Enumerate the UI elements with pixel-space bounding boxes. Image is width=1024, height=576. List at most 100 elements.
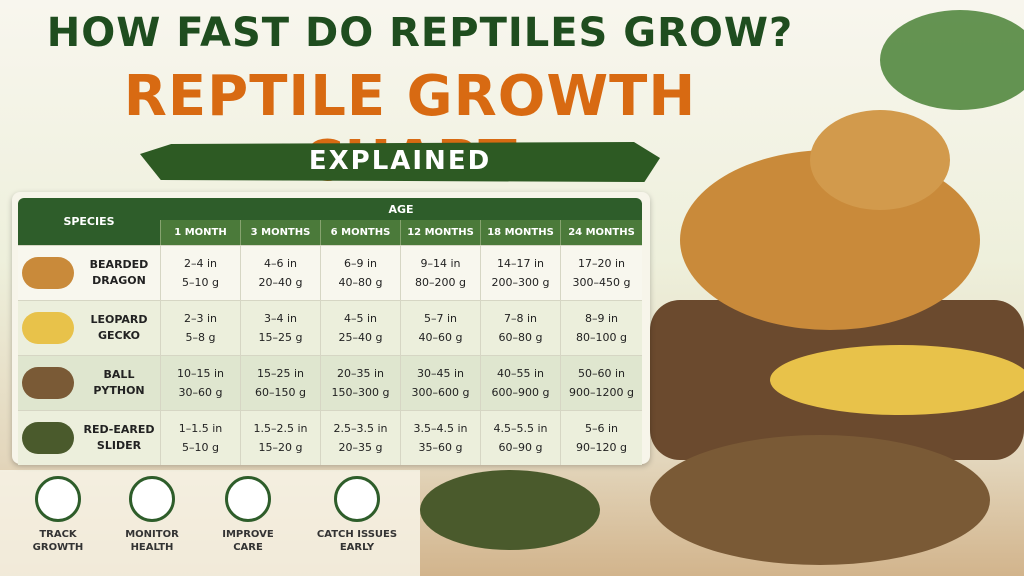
cell-line: 4–6 in xyxy=(263,256,298,270)
species-name-line: DRAGON xyxy=(92,273,146,287)
cell-line: 30–60 g xyxy=(178,385,223,399)
cell-line: 300–600 g xyxy=(411,385,470,399)
species-icon xyxy=(22,257,74,289)
cell-line: 14–17 in xyxy=(496,256,545,270)
table-cell: 1.5–2.5 in 15–20 g xyxy=(240,410,320,465)
cell-line: 2–4 in xyxy=(183,256,218,270)
table-cell: 14–17 in 200–300 g xyxy=(480,245,560,300)
species-name: BALL PYTHON xyxy=(78,355,160,410)
turtle xyxy=(420,470,600,550)
species-name-line: BEARDED xyxy=(89,257,149,271)
cell-line: 600–900 g xyxy=(491,385,550,399)
species-name-line: RED-EARED xyxy=(83,422,155,436)
table-cell: 8–9 in 80–100 g xyxy=(560,300,642,355)
table-cell: 4–6 in 20–40 g xyxy=(240,245,320,300)
feature-label: TRACK xyxy=(39,529,77,540)
subtitle: EXPLAINED xyxy=(308,146,492,176)
age-label: 18 MONTHS xyxy=(480,220,560,245)
species-icon xyxy=(22,367,74,399)
species-header: SPECIES xyxy=(18,198,160,245)
feature-label: CATCH ISSUES xyxy=(316,529,398,540)
cell-line: 80–200 g xyxy=(415,275,466,289)
table-cell: 50–60 in 900–1200 g xyxy=(560,355,642,410)
table-cell: 2–3 in 5–8 g xyxy=(160,300,240,355)
table-cell: 6–9 in 40–80 g xyxy=(320,245,400,300)
cell-line: 25–40 g xyxy=(338,330,383,344)
feature-label: EARLY xyxy=(339,542,375,553)
table-cell: 40–55 in 600–900 g xyxy=(480,355,560,410)
table-cell: 2.5–3.5 in 20–35 g xyxy=(320,410,400,465)
table-row xyxy=(18,245,642,300)
table-cell: 1–1.5 in 5–10 g xyxy=(160,410,240,465)
table-cell: 3.5–4.5 in 35–60 g xyxy=(400,410,480,465)
feature-icon xyxy=(225,476,271,522)
cell-line: 150–300 g xyxy=(331,385,390,399)
cell-line: 9–14 in xyxy=(420,256,461,270)
species-name: RED-EARED SLIDER xyxy=(78,410,160,465)
species-icon xyxy=(22,312,74,344)
feature-label: GROWTH xyxy=(32,542,84,553)
table-row xyxy=(18,410,642,465)
cell-line: 2.5–3.5 in xyxy=(333,421,388,435)
table-cell: 17–20 in 300–450 g xyxy=(560,245,642,300)
dragon-head xyxy=(810,110,950,210)
feature: MONITOR HEALTH xyxy=(112,476,192,554)
species-name-line: SLIDER xyxy=(96,438,142,452)
age-header: AGE xyxy=(160,198,642,220)
cell-line: 60–150 g xyxy=(255,385,306,399)
cell-line: 60–90 g xyxy=(498,440,543,454)
table-cell: 20–35 in 150–300 g xyxy=(320,355,400,410)
cell-line: 10–15 in xyxy=(176,366,225,380)
cell-line: 5–8 g xyxy=(185,330,216,344)
cell-line: 7–8 in xyxy=(503,311,538,325)
feature-label: MONITOR xyxy=(125,529,179,540)
age-label: 12 MONTHS xyxy=(400,220,480,245)
cell-line: 40–80 g xyxy=(338,275,383,289)
cell-line: 17–20 in xyxy=(577,256,626,270)
feature-icon xyxy=(129,476,175,522)
cell-line: 20–35 g xyxy=(338,440,383,454)
cell-line: 300–450 g xyxy=(572,275,631,289)
table-row xyxy=(18,355,642,410)
age-label: 3 MONTHS xyxy=(240,220,320,245)
table-cell: 10–15 in 30–60 g xyxy=(160,355,240,410)
feature: IMPROVE CARE xyxy=(208,476,288,554)
feature: TRACK GROWTH xyxy=(18,476,98,554)
table-cell: 30–45 in 300–600 g xyxy=(400,355,480,410)
cell-line: 20–40 g xyxy=(258,275,303,289)
growth-table: SPECIES AGE 1 MONTH 3 MONTHS 6 MONTHS 12 MONT… xyxy=(12,192,650,465)
table-cell: 5–7 in 40–60 g xyxy=(400,300,480,355)
cell-line: 90–120 g xyxy=(576,440,627,454)
leopard-gecko xyxy=(770,345,1024,415)
feature-icon xyxy=(334,476,380,522)
feature-label: IMPROVE xyxy=(222,529,274,540)
cell-line: 900–1200 g xyxy=(569,385,634,399)
table-cell: 15–25 in 60–150 g xyxy=(240,355,320,410)
species-name-line: PYTHON xyxy=(93,383,145,397)
cell-line: 15–25 g xyxy=(258,330,303,344)
cell-line: 200–300 g xyxy=(491,275,550,289)
species-name-line: BALL xyxy=(103,367,135,381)
feature-icon xyxy=(35,476,81,522)
age-label: 1 MONTH xyxy=(160,220,240,245)
cell-line: 4.5–5.5 in xyxy=(493,421,548,435)
cell-line: 15–25 in xyxy=(256,366,305,380)
table-cell: 3–4 in 15–25 g xyxy=(240,300,320,355)
cell-line: 1.5–2.5 in xyxy=(253,421,308,435)
cell-line: 5–6 in xyxy=(584,421,619,435)
cell-line: 5–10 g xyxy=(182,440,219,454)
cell-line: 30–45 in xyxy=(416,366,465,380)
cell-line: 80–100 g xyxy=(576,330,627,344)
cell-line: 60–80 g xyxy=(498,330,543,344)
age-label: 24 MONTHS xyxy=(560,220,642,245)
cell-line: 35–60 g xyxy=(418,440,463,454)
cell-line: 5–7 in xyxy=(423,311,458,325)
cell-line: 1–1.5 in xyxy=(178,421,223,435)
table-cell: 5–6 in 90–120 g xyxy=(560,410,642,465)
cell-line: 8–9 in xyxy=(584,311,619,325)
species-name: LEOPARD GECKO xyxy=(78,300,160,355)
banner xyxy=(140,142,660,182)
table-cell: 4–5 in 25–40 g xyxy=(320,300,400,355)
cell-line: 2–3 in xyxy=(183,311,218,325)
